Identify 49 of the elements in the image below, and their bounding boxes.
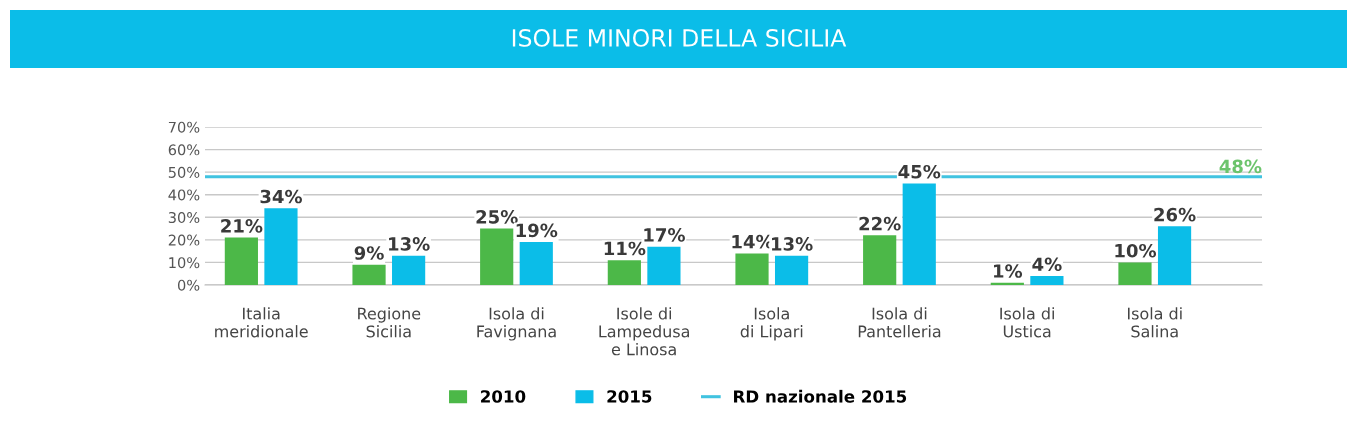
bar [774, 255, 809, 285]
text: 45% [898, 164, 941, 179]
legend-label: 2010 [481, 390, 526, 403]
bar [863, 235, 897, 285]
bar [392, 255, 426, 285]
text: 10% [1115, 243, 1157, 258]
x-tick-label: Isola di Pantelleria [858, 307, 941, 338]
x-tick-label: Isola di Lipari [740, 307, 803, 341]
y-tick-label: 0% [177, 279, 200, 291]
bar [1030, 275, 1064, 285]
x-tick-label: Isola di Salina [1127, 307, 1182, 338]
x-tick-label: Regione Sicilia [358, 307, 421, 338]
x-tick-label: Isole di Lampedusa e Linosa [599, 307, 689, 356]
legend-label: 2015 [607, 390, 652, 403]
text: 4% [1032, 257, 1062, 272]
x-tick-label: Isola di Favignana [477, 307, 556, 341]
y-tick-label: 30% [168, 212, 200, 224]
y-tick-label: 40% [168, 189, 200, 201]
y-tick-label: 50% [168, 166, 200, 178]
text: 13% [772, 237, 813, 251]
text: 21% [221, 219, 263, 233]
text: 17% [644, 228, 685, 242]
annotation: 48% [1219, 159, 1262, 174]
legend-label: RD nazionale 2015 [734, 389, 907, 403]
text: 25% [476, 210, 518, 224]
bar [1118, 262, 1152, 285]
text: 34% [260, 189, 302, 204]
bar [264, 208, 298, 285]
bar [480, 228, 514, 285]
bar [519, 242, 553, 285]
text: 22% [859, 216, 901, 231]
x-tick-label: Isola di Ustica [1000, 307, 1054, 338]
bar [1157, 226, 1192, 285]
bar [607, 260, 641, 285]
text: 19% [516, 223, 558, 238]
bar [902, 183, 936, 285]
bar [735, 253, 769, 285]
y-tick-label: 70% [168, 121, 200, 133]
chart-title: ISOLE MINORI DELLA SICILIA [512, 28, 847, 47]
text: 9% [354, 246, 384, 260]
text: 26% [1154, 207, 1196, 222]
text: 11% [604, 241, 646, 256]
y-tick-label: 60% [168, 144, 200, 156]
y-tick-label: 10% [169, 257, 200, 269]
text: 1% [994, 264, 1023, 278]
text: 13% [389, 237, 430, 251]
bar [647, 246, 681, 285]
y-tick-label: 20% [168, 234, 200, 246]
x-tick-label: Italia meridionale [215, 307, 308, 338]
